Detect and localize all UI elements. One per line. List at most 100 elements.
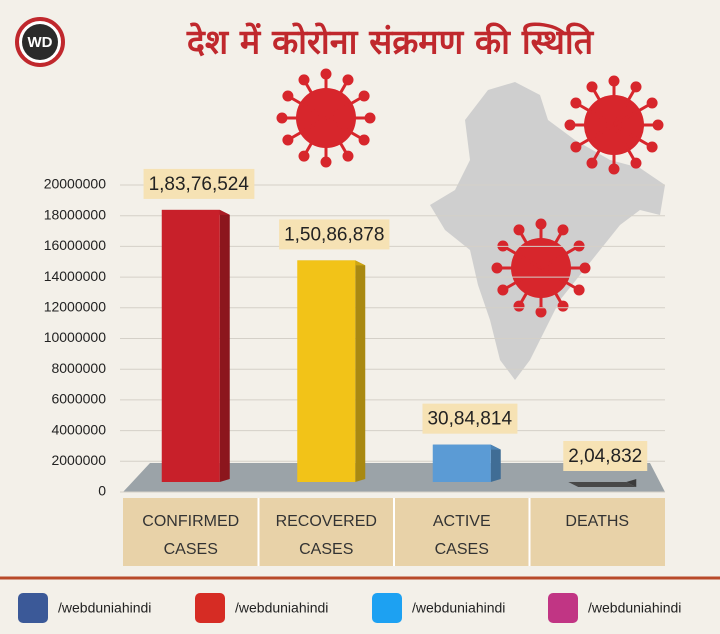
y-tick-label: 2000000 <box>51 452 106 468</box>
spike-tip <box>557 224 569 236</box>
spike <box>324 79 350 119</box>
spike-tip <box>630 157 642 169</box>
spike <box>325 116 365 142</box>
social-handle: /webduniahindi <box>58 600 151 616</box>
value-label-bg <box>279 219 390 250</box>
spike <box>302 79 328 119</box>
spike-tip <box>491 262 503 274</box>
bar-side <box>626 479 637 487</box>
spike-tip <box>282 90 294 102</box>
spike-tip <box>630 81 642 93</box>
spike <box>613 101 653 127</box>
spike <box>302 117 328 157</box>
social-icon <box>195 593 225 623</box>
spike-tip <box>557 300 569 312</box>
spike <box>517 267 543 307</box>
bar <box>432 444 491 482</box>
value-label-bg <box>563 441 648 471</box>
spike-tip <box>320 68 332 80</box>
spike-tip <box>535 306 547 318</box>
value-label: 30,84,814 <box>427 409 512 430</box>
spike-tip <box>608 163 620 175</box>
spike-tip <box>564 119 576 131</box>
spike <box>612 124 638 164</box>
value-label-bg <box>422 403 518 434</box>
y-tick-label: 14000000 <box>44 268 107 284</box>
value-label: 1,50,86,878 <box>284 224 384 245</box>
y-tick-label: 12000000 <box>44 299 107 315</box>
spike <box>502 266 542 292</box>
y-tick-label: 4000000 <box>51 421 106 437</box>
spike-tip <box>652 119 664 131</box>
spike <box>287 94 327 120</box>
spike <box>539 229 565 269</box>
y-tick-label: 10000000 <box>44 329 107 345</box>
spike-tip <box>586 81 598 93</box>
social-icon <box>18 593 48 623</box>
y-tick-label: 0 <box>98 483 106 499</box>
spike-tip <box>364 112 376 124</box>
spike <box>613 123 653 149</box>
y-tick-label: 20000000 <box>44 176 107 192</box>
spike <box>517 229 543 269</box>
logo-disc <box>22 24 58 60</box>
spike-tip <box>282 134 294 146</box>
spike-tip <box>342 74 354 86</box>
bar-side <box>355 260 366 482</box>
bar-side <box>490 444 501 482</box>
y-tick-label: 18000000 <box>44 206 107 222</box>
bar-top <box>568 482 637 487</box>
map <box>430 82 665 380</box>
spike <box>590 86 616 126</box>
social-icon <box>372 593 402 623</box>
spike <box>287 116 327 142</box>
spike <box>325 94 365 120</box>
spike-tip <box>276 112 288 124</box>
spike-tip <box>535 218 547 230</box>
bar <box>161 209 220 482</box>
x-tick-label: ACTIVE CASES <box>433 513 491 558</box>
social-handle: /webduniahindi <box>412 600 505 616</box>
spike <box>540 266 580 292</box>
spike-tip <box>513 224 525 236</box>
social-handle: /webduniahindi <box>235 600 328 616</box>
spike <box>590 124 616 164</box>
spike-tip <box>608 75 620 87</box>
bar-side <box>219 209 230 482</box>
y-tick-label: 8000000 <box>51 360 106 376</box>
spike-tip <box>646 141 658 153</box>
social-icon <box>548 593 578 623</box>
social-handle: /webduniahindi <box>588 600 681 616</box>
spike <box>612 86 638 126</box>
spike-tip <box>342 150 354 162</box>
spike-tip <box>513 300 525 312</box>
spike-tip <box>573 284 585 296</box>
y-tick-label: 6000000 <box>51 391 106 407</box>
value-label: 1,83,76,524 <box>149 174 250 195</box>
spike-tip <box>497 284 509 296</box>
spike-tip <box>579 262 591 274</box>
spike <box>502 244 542 270</box>
logo-text: WD <box>28 34 53 51</box>
spike-tip <box>358 90 370 102</box>
spike <box>575 101 615 127</box>
spike-tip <box>358 134 370 146</box>
spike-tip <box>298 74 310 86</box>
y-tick-label: 16000000 <box>44 237 107 253</box>
spike-tip <box>570 97 582 109</box>
spike <box>575 123 615 149</box>
value-label-bg <box>143 168 255 199</box>
spike <box>539 267 565 307</box>
value-label: 2,04,832 <box>568 446 642 467</box>
virus-spikes <box>276 68 664 318</box>
spike <box>324 117 350 157</box>
x-tick-label: CONFIRMED CASES <box>142 513 239 558</box>
spike <box>540 244 580 270</box>
logo: WD <box>15 17 65 67</box>
bar <box>297 260 356 482</box>
chart-title: देश में कोरोना संक्रमण की स्थिति <box>186 22 595 63</box>
x-tick-label: RECOVERED CASES <box>276 513 377 558</box>
spike-tip <box>298 150 310 162</box>
x-tick-label: DEATHS <box>565 513 629 530</box>
